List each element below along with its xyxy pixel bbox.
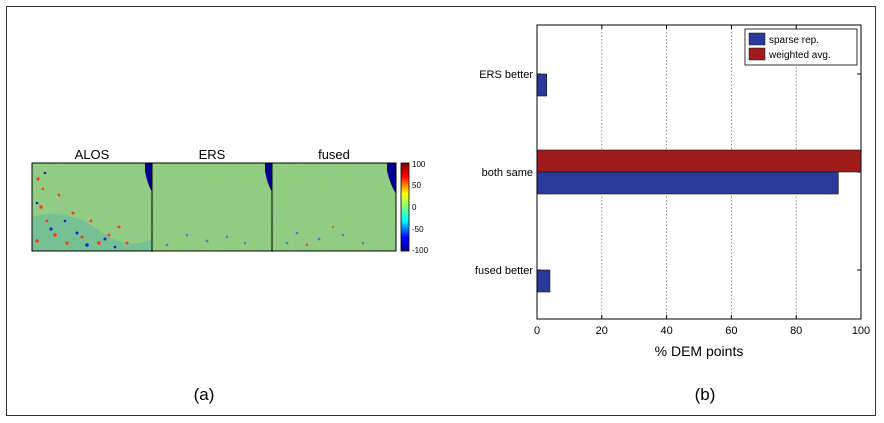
bar [536, 149, 862, 173]
x-tick-label: 100 [852, 325, 870, 337]
colorbar-tick: -50 [412, 225, 424, 234]
colorbar: 100 50 0 -50 -100 [400, 160, 429, 255]
colorbar-tick: 50 [412, 181, 421, 190]
legend-swatch [748, 32, 766, 46]
map-title-ers: ERS [199, 147, 226, 162]
error-maps: ALOS ERS fused [31, 147, 429, 404]
x-tick-label: 40 [660, 325, 672, 337]
plot-frame [536, 24, 862, 320]
bar-chart: 0 20 40 60 80 100 ERS better both same fused bet… [475, 24, 870, 359]
bar [536, 269, 551, 293]
legend-label: sparse rep. [769, 35, 819, 46]
colorbar-tick: -100 [412, 246, 429, 255]
colorbar-tick: 0 [412, 203, 417, 212]
map-alos [31, 162, 153, 252]
bar [536, 171, 839, 195]
legend-label: weighted avg. [768, 50, 831, 61]
figure-frame: ALOS ERS fused [6, 6, 876, 416]
map-ers [151, 162, 273, 252]
x-tick-label: 60 [725, 325, 737, 337]
x-tick-label: 80 [790, 325, 802, 337]
map-title-fused: fused [318, 147, 350, 162]
map-title-alos: ALOS [75, 147, 110, 162]
map-fused [271, 162, 397, 252]
x-tick-label: 0 [534, 325, 540, 337]
panel-b-label: (b) [695, 385, 716, 404]
y-tick-label: fused better [475, 265, 533, 277]
y-tick-label: ERS better [479, 69, 533, 81]
figure-canvas: ALOS ERS fused [31, 24, 870, 404]
legend-swatch [748, 47, 766, 61]
colorbar-tick: 100 [412, 160, 426, 169]
x-tick-label: 20 [596, 325, 608, 337]
x-axis-label: % DEM points [655, 343, 744, 359]
bar [536, 73, 548, 97]
panel-a-label: (a) [194, 385, 215, 404]
y-tick-label: both same [482, 167, 533, 179]
